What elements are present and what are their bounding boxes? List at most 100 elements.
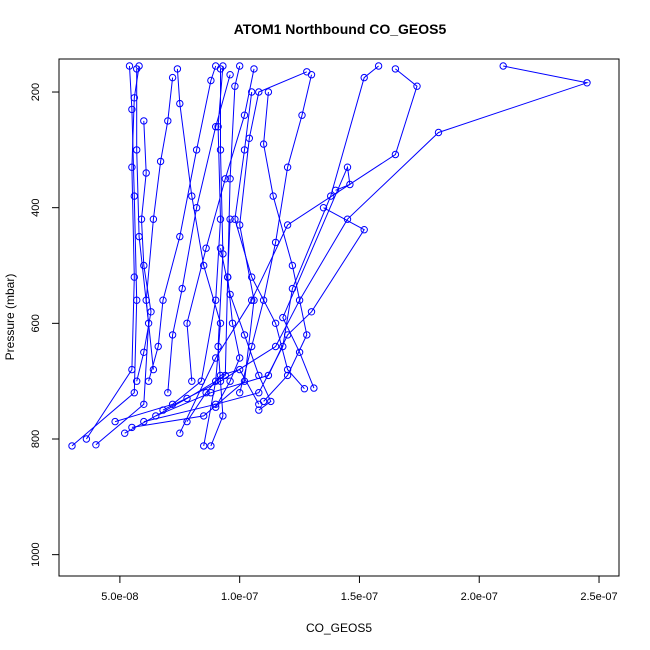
data-point-11-5	[188, 192, 196, 200]
data-point-3-5	[133, 146, 141, 154]
series-line-14	[167, 74, 231, 393]
data-point-2-5	[130, 94, 139, 102]
series-line-20	[282, 165, 351, 389]
data-point-18-2	[283, 365, 292, 374]
data-point-2-2	[128, 365, 136, 374]
data-point-7-1	[140, 417, 148, 426]
data-point-22-7	[140, 117, 148, 125]
data-point-2-1	[82, 435, 91, 443]
series-line-11	[176, 68, 222, 446]
data-point-10-7	[391, 65, 400, 73]
data-point-22-6	[142, 169, 150, 177]
data-point-18-1	[300, 385, 309, 393]
data-point-13-5	[192, 146, 201, 154]
data-point-22-4	[140, 261, 148, 270]
data-point-9-5	[343, 215, 352, 223]
series-line-24	[220, 248, 272, 411]
data-point-9-8	[499, 62, 507, 70]
data-point-16-1	[236, 389, 244, 397]
x-axis-title: CO_GEOS5	[306, 621, 372, 635]
data-point-1-6	[125, 62, 134, 70]
data-point-10-5	[391, 150, 400, 159]
data-point-5-1	[121, 429, 129, 437]
data-point-21-4	[236, 365, 244, 374]
data-point-5-5	[226, 175, 234, 183]
data-point-2-4	[128, 163, 136, 171]
data-point-20-6	[331, 186, 340, 195]
data-point-9-3	[271, 342, 280, 351]
series-line-12	[210, 68, 224, 447]
data-point-8-5	[307, 308, 316, 316]
data-point-22-1	[133, 377, 141, 385]
data-point-6-7	[255, 88, 263, 96]
data-point-15-3	[202, 244, 210, 252]
series-line-1	[71, 65, 138, 447]
data-point-21-5	[255, 400, 263, 408]
series-line-18	[234, 91, 305, 390]
data-point-23-1	[212, 403, 220, 411]
series-line-15	[186, 68, 255, 382]
data-point-9-6	[434, 128, 443, 137]
y-tick-label: 400	[30, 199, 42, 217]
data-point-23-2	[226, 377, 234, 385]
y-axis: 200 400 600 800 1000	[30, 83, 60, 567]
data-point-16-7	[307, 71, 316, 79]
x-tick-label: 1.5e-07	[341, 591, 378, 603]
data-point-14-1	[164, 389, 172, 397]
data-point-10-6	[413, 82, 421, 90]
data-point-20-1	[310, 384, 318, 392]
data-point-24-2	[267, 397, 275, 406]
data-point-6-1	[128, 423, 136, 432]
data-point-22-3	[147, 308, 155, 316]
data-point-16-6	[298, 111, 306, 119]
data-point-20-5	[346, 180, 354, 189]
data-point-10-4	[283, 221, 292, 229]
data-point-13-1	[144, 377, 153, 385]
data-point-21-1	[183, 417, 191, 426]
data-point-19-3	[149, 215, 158, 223]
data-point-5-6	[231, 82, 239, 90]
series-line-16	[239, 74, 312, 393]
data-point-23-4	[228, 319, 237, 327]
data-point-16-5	[283, 163, 292, 171]
data-point-3-1	[92, 441, 100, 449]
data-point-1-2	[130, 389, 139, 397]
data-point-4-6	[214, 123, 222, 131]
data-point-8-6	[360, 226, 368, 234]
data-point-19-4	[156, 157, 165, 166]
data-point-13-4	[176, 232, 184, 241]
data-point-3-2	[140, 400, 148, 408]
series-line-21	[186, 369, 260, 422]
data-point-17-5	[269, 192, 277, 200]
data-point-14-5	[212, 123, 220, 131]
data-point-19-1	[149, 365, 158, 374]
data-point-21-3	[216, 371, 225, 380]
series-line-10	[179, 68, 418, 434]
series-line-4	[114, 65, 224, 423]
series-line-2	[85, 65, 140, 440]
data-point-16-4	[271, 238, 280, 247]
data-point-6-4	[250, 296, 258, 304]
series-line-8	[155, 207, 365, 417]
data-point-17-2	[283, 371, 292, 380]
data-point-17-4	[288, 261, 297, 270]
y-tick-label: 800	[30, 430, 42, 448]
data-point-18-4	[248, 273, 256, 281]
y-tick-label: 200	[30, 83, 42, 101]
data-point-20-4	[343, 163, 352, 171]
data-point-17-6	[259, 140, 268, 148]
data-point-7-6	[327, 192, 335, 200]
series-line-6	[131, 71, 307, 428]
data-point-11-1	[200, 442, 208, 450]
data-point-5-7	[236, 62, 244, 70]
data-point-20-3	[279, 313, 287, 322]
data-point-21-2	[202, 389, 210, 397]
data-point-19-6	[168, 73, 177, 82]
data-point-24-3	[255, 371, 263, 380]
data-point-15-1	[188, 377, 196, 385]
data-point-13-7	[212, 62, 220, 70]
data-point-15-6	[250, 65, 258, 73]
series-group	[68, 62, 591, 450]
series-line-7	[143, 65, 379, 423]
